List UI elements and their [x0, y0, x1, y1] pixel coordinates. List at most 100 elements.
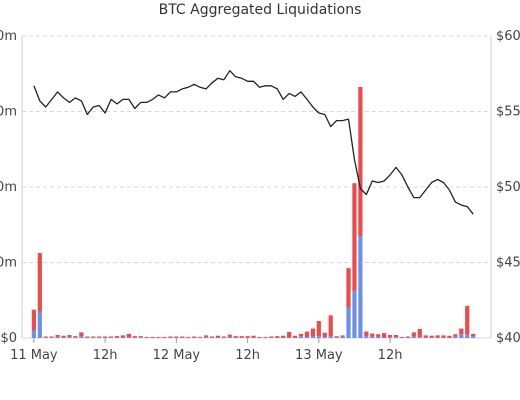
y-tick-label-left: $80m — [0, 29, 17, 44]
bar-short — [459, 328, 464, 335]
bar-short — [399, 336, 405, 338]
bar-long — [316, 336, 321, 338]
bar-short — [31, 309, 36, 331]
bar-long — [126, 337, 131, 338]
bar-short — [192, 336, 197, 338]
bar-short — [126, 333, 131, 338]
bar-short — [471, 333, 476, 337]
bar-long — [55, 337, 60, 338]
bar-long — [453, 336, 458, 338]
x-tick-label: 12h — [378, 348, 403, 363]
y-tick-label-left: $60m — [0, 105, 17, 120]
bar-long — [387, 337, 393, 338]
price-line — [33, 70, 474, 215]
bar-short — [168, 336, 173, 338]
bar-short — [198, 336, 203, 338]
x-tick-label: 12h — [235, 348, 260, 363]
bar-long — [471, 336, 476, 338]
bar-short — [364, 331, 369, 337]
x-tick-label: 13 May — [295, 348, 343, 363]
bar-short — [162, 336, 167, 338]
bar-short — [310, 328, 315, 337]
bar-short — [417, 328, 422, 338]
bar-short — [215, 335, 221, 338]
bar-long — [334, 336, 339, 338]
bar-short — [156, 336, 161, 338]
bar-long — [465, 334, 470, 338]
bar-short — [393, 334, 399, 338]
y-tick-label-left: $40m — [0, 180, 17, 195]
bar-short — [227, 334, 232, 337]
bar-short — [114, 336, 120, 338]
bar-short — [186, 336, 191, 338]
bar-short — [79, 332, 84, 337]
bar-short — [322, 332, 327, 338]
y-tick-label-left: $0 — [0, 331, 17, 346]
bar-short — [352, 183, 357, 291]
bar-short — [97, 336, 102, 338]
bar-short — [245, 336, 250, 338]
bar-short — [108, 336, 114, 338]
bar-long — [67, 337, 72, 338]
y-tick-label-right: $45k — [496, 256, 520, 271]
bar-short — [263, 336, 268, 338]
bar-short — [257, 336, 262, 338]
bar-short — [298, 333, 304, 337]
bar-short — [441, 335, 446, 338]
x-tick-label: 12h — [93, 348, 118, 363]
bar-short — [411, 332, 416, 337]
grid-lines — [21, 35, 492, 339]
bar-short — [251, 335, 256, 338]
bar-short — [340, 335, 345, 337]
y-tick-label-right: $55k — [496, 105, 520, 120]
bar-long — [352, 290, 357, 338]
bar-short — [43, 336, 48, 338]
bar-short — [292, 335, 298, 338]
bar-short — [423, 335, 428, 338]
chart-title: BTC Aggregated Liquidations — [158, 2, 362, 18]
bar-short — [269, 336, 274, 338]
bar-long — [459, 334, 464, 338]
bar-short — [358, 86, 363, 237]
bar-short — [174, 336, 179, 338]
bar-short — [287, 331, 292, 338]
bar-long — [376, 336, 381, 338]
bar-short — [346, 268, 351, 308]
bar-long — [364, 336, 369, 338]
bar-short — [55, 334, 60, 338]
bar-short — [103, 336, 108, 338]
bar-long — [73, 337, 78, 338]
bar-short — [370, 333, 375, 337]
bar-short — [180, 336, 185, 338]
bar-long — [304, 337, 310, 338]
bar-short — [91, 336, 96, 338]
bar-short — [233, 336, 238, 338]
bar-short — [67, 334, 72, 338]
bar-long — [411, 336, 416, 338]
bar-short — [73, 336, 78, 338]
bar-short — [144, 336, 149, 338]
bar-long — [227, 336, 232, 338]
bar-long — [346, 307, 351, 338]
bar-short — [465, 305, 470, 335]
bar-short — [281, 335, 286, 338]
bar-long — [79, 336, 84, 338]
x-tick-label: 11 May — [10, 348, 58, 363]
y-tick-label-right: $50k — [496, 180, 520, 195]
bar-long — [322, 337, 327, 338]
bar-short — [49, 336, 54, 338]
x-tick-label: 12 May — [153, 348, 201, 363]
bar-long — [358, 236, 363, 338]
bar-long — [203, 336, 209, 338]
bar-short — [120, 335, 126, 338]
y-tick-label-left: $20m — [0, 256, 17, 271]
bar-long — [310, 336, 315, 338]
y-tick-label-right: $40k — [496, 331, 520, 346]
bar-long — [298, 336, 304, 338]
y-tick-label-right: $60k — [496, 29, 520, 44]
bar-short — [387, 334, 393, 338]
axes: $0 $40k $20m $45k $40m $50k $60m $55k $80m $60k 11… — [0, 29, 520, 363]
bar-short — [382, 333, 387, 338]
bar-short — [275, 336, 280, 338]
